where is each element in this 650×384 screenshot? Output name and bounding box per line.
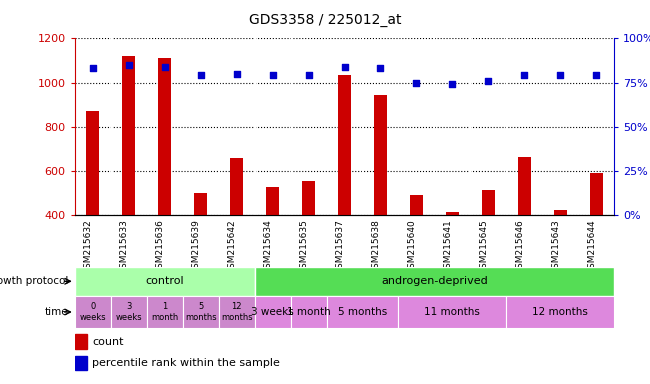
Text: GSM215636: GSM215636 xyxy=(155,220,164,274)
Text: GSM215638: GSM215638 xyxy=(371,220,380,274)
Point xyxy=(267,73,278,79)
Text: GDS3358 / 225012_at: GDS3358 / 225012_at xyxy=(249,13,401,27)
Point xyxy=(447,81,458,88)
Text: percentile rank within the sample: percentile rank within the sample xyxy=(92,358,280,368)
Point xyxy=(375,65,385,71)
Text: 0
weeks: 0 weeks xyxy=(79,302,106,322)
Text: growth protocol: growth protocol xyxy=(0,276,68,286)
Bar xyxy=(590,173,603,303)
Bar xyxy=(122,56,135,303)
Text: time: time xyxy=(45,307,68,317)
Point xyxy=(231,71,242,77)
Text: GSM215644: GSM215644 xyxy=(587,220,596,274)
Bar xyxy=(266,187,279,303)
Text: GSM215640: GSM215640 xyxy=(408,220,417,274)
Bar xyxy=(75,296,110,328)
Text: GSM215641: GSM215641 xyxy=(443,220,452,274)
Bar xyxy=(75,334,86,349)
Bar xyxy=(326,296,398,328)
Text: GSM215645: GSM215645 xyxy=(479,220,488,274)
Text: GSM215634: GSM215634 xyxy=(263,220,272,274)
Bar xyxy=(75,267,255,296)
Text: GSM215639: GSM215639 xyxy=(192,220,201,274)
Point xyxy=(124,62,134,68)
Point xyxy=(88,65,98,71)
Text: GSM215646: GSM215646 xyxy=(515,220,525,274)
Text: count: count xyxy=(92,337,124,347)
Point xyxy=(591,73,601,79)
Text: 5 months: 5 months xyxy=(338,307,387,317)
Text: 3
weeks: 3 weeks xyxy=(116,302,142,322)
Bar xyxy=(291,296,326,328)
Bar xyxy=(398,296,506,328)
Bar xyxy=(374,95,387,303)
Bar xyxy=(147,296,183,328)
Bar xyxy=(183,296,218,328)
Bar xyxy=(338,75,351,303)
Bar xyxy=(218,296,255,328)
Point xyxy=(196,73,206,79)
Bar xyxy=(194,193,207,303)
Text: 11 months: 11 months xyxy=(424,307,480,317)
Point xyxy=(411,79,422,86)
Bar xyxy=(506,296,614,328)
Text: androgen-deprived: androgen-deprived xyxy=(381,276,488,286)
Text: 1 month: 1 month xyxy=(287,307,330,317)
Bar xyxy=(446,212,459,303)
Bar xyxy=(159,58,171,303)
Text: 1
month: 1 month xyxy=(151,302,178,322)
Bar xyxy=(75,356,86,370)
Bar xyxy=(482,190,495,303)
Bar xyxy=(302,181,315,303)
Text: GSM215635: GSM215635 xyxy=(300,220,309,274)
Text: GSM215633: GSM215633 xyxy=(120,220,129,274)
Point xyxy=(555,73,566,79)
Point xyxy=(339,64,350,70)
Point xyxy=(304,73,314,79)
Bar xyxy=(230,158,243,303)
Text: GSM215637: GSM215637 xyxy=(335,220,345,274)
Text: 3 weeks: 3 weeks xyxy=(251,307,294,317)
Text: GSM215632: GSM215632 xyxy=(84,220,93,274)
Bar xyxy=(554,210,567,303)
Bar xyxy=(255,267,614,296)
Text: 12 months: 12 months xyxy=(532,307,588,317)
Point xyxy=(483,78,493,84)
Text: 5
months: 5 months xyxy=(185,302,216,322)
Bar xyxy=(111,296,147,328)
Text: 12
months: 12 months xyxy=(221,302,252,322)
Text: GSM215642: GSM215642 xyxy=(227,220,237,274)
Bar xyxy=(86,111,99,303)
Point xyxy=(519,73,530,79)
Text: control: control xyxy=(146,276,184,286)
Text: GSM215643: GSM215643 xyxy=(551,220,560,274)
Bar xyxy=(255,296,291,328)
Bar xyxy=(518,157,530,303)
Point xyxy=(159,64,170,70)
Bar xyxy=(410,195,422,303)
